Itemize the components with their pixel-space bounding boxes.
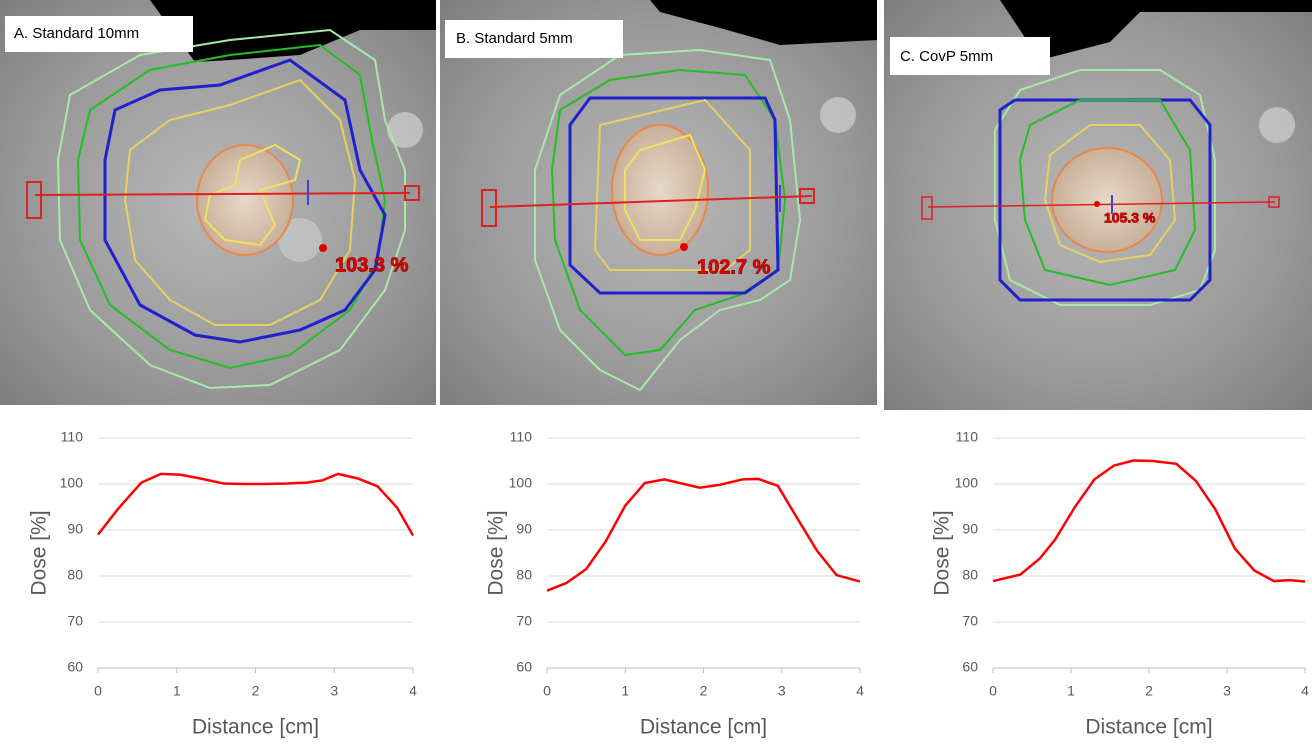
x-axis-label: Distance [cm] <box>192 716 319 739</box>
x-tick-label: 0 <box>94 683 102 699</box>
y-tick-label: 110 <box>61 429 84 445</box>
x-tick-label: 2 <box>1145 683 1153 699</box>
x-axis-label: Distance [cm] <box>1085 716 1212 739</box>
y-tick-label: 70 <box>962 613 978 629</box>
x-tick-label: 0 <box>989 683 997 699</box>
line <box>546 477 861 592</box>
panel-title: B. Standard 5mm <box>456 30 573 47</box>
x-axis-label: Distance [cm] <box>640 716 767 739</box>
y-tick-label: 80 <box>67 567 83 583</box>
x-tick-label: 4 <box>856 683 864 699</box>
ct-panel: 103.3 % A. Standard 10mm <box>0 0 436 405</box>
dose-label: 103.3 % <box>335 254 409 276</box>
y-tick-label: 60 <box>516 659 532 675</box>
y-tick-label: 100 <box>955 475 979 491</box>
y-axis-label: Dose [%] <box>28 510 51 595</box>
y-axis-label: Dose [%] <box>485 510 508 595</box>
y-tick-label: 90 <box>962 521 978 537</box>
x-tick-label: 3 <box>1223 683 1231 699</box>
y-tick-label: 90 <box>67 521 83 537</box>
x-tick-label: 4 <box>409 683 417 699</box>
y-tick-label: 60 <box>67 659 83 675</box>
y-tick-label: 100 <box>60 475 84 491</box>
line <box>992 459 1306 583</box>
y-tick-label: 90 <box>516 521 532 537</box>
x-tick-label: 2 <box>700 683 708 699</box>
y-axis-label: Dose [%] <box>931 510 954 595</box>
x-tick-label: 4 <box>1301 683 1309 699</box>
y-tick-label: 70 <box>67 613 83 629</box>
ct-panel: 102.7 % B. Standard 5mm <box>440 0 877 405</box>
x-tick-label: 3 <box>778 683 786 699</box>
y-tick-label: 70 <box>516 613 532 629</box>
x-tick-label: 3 <box>330 683 338 699</box>
line <box>97 472 415 537</box>
x-tick-label: 0 <box>543 683 551 699</box>
panel-title: A. Standard 10mm <box>14 25 139 42</box>
x-tick-label: 1 <box>173 683 181 699</box>
panel-title: C. CovP 5mm <box>900 48 993 65</box>
y-tick-label: 110 <box>510 429 533 445</box>
x-tick-label: 1 <box>621 683 629 699</box>
y-tick-label: 80 <box>962 567 978 583</box>
dose-label: 105.3 % <box>1104 210 1156 226</box>
x-tick-label: 2 <box>252 683 260 699</box>
dose-label: 102.7 % <box>697 256 771 278</box>
y-tick-label: 100 <box>509 475 533 491</box>
y-tick-label: 80 <box>516 567 532 583</box>
y-tick-label: 60 <box>962 659 978 675</box>
x-tick-label: 1 <box>1067 683 1075 699</box>
y-tick-label: 110 <box>956 429 979 445</box>
ct-panel: 105.3 % C. CovP 5mm <box>884 0 1312 410</box>
